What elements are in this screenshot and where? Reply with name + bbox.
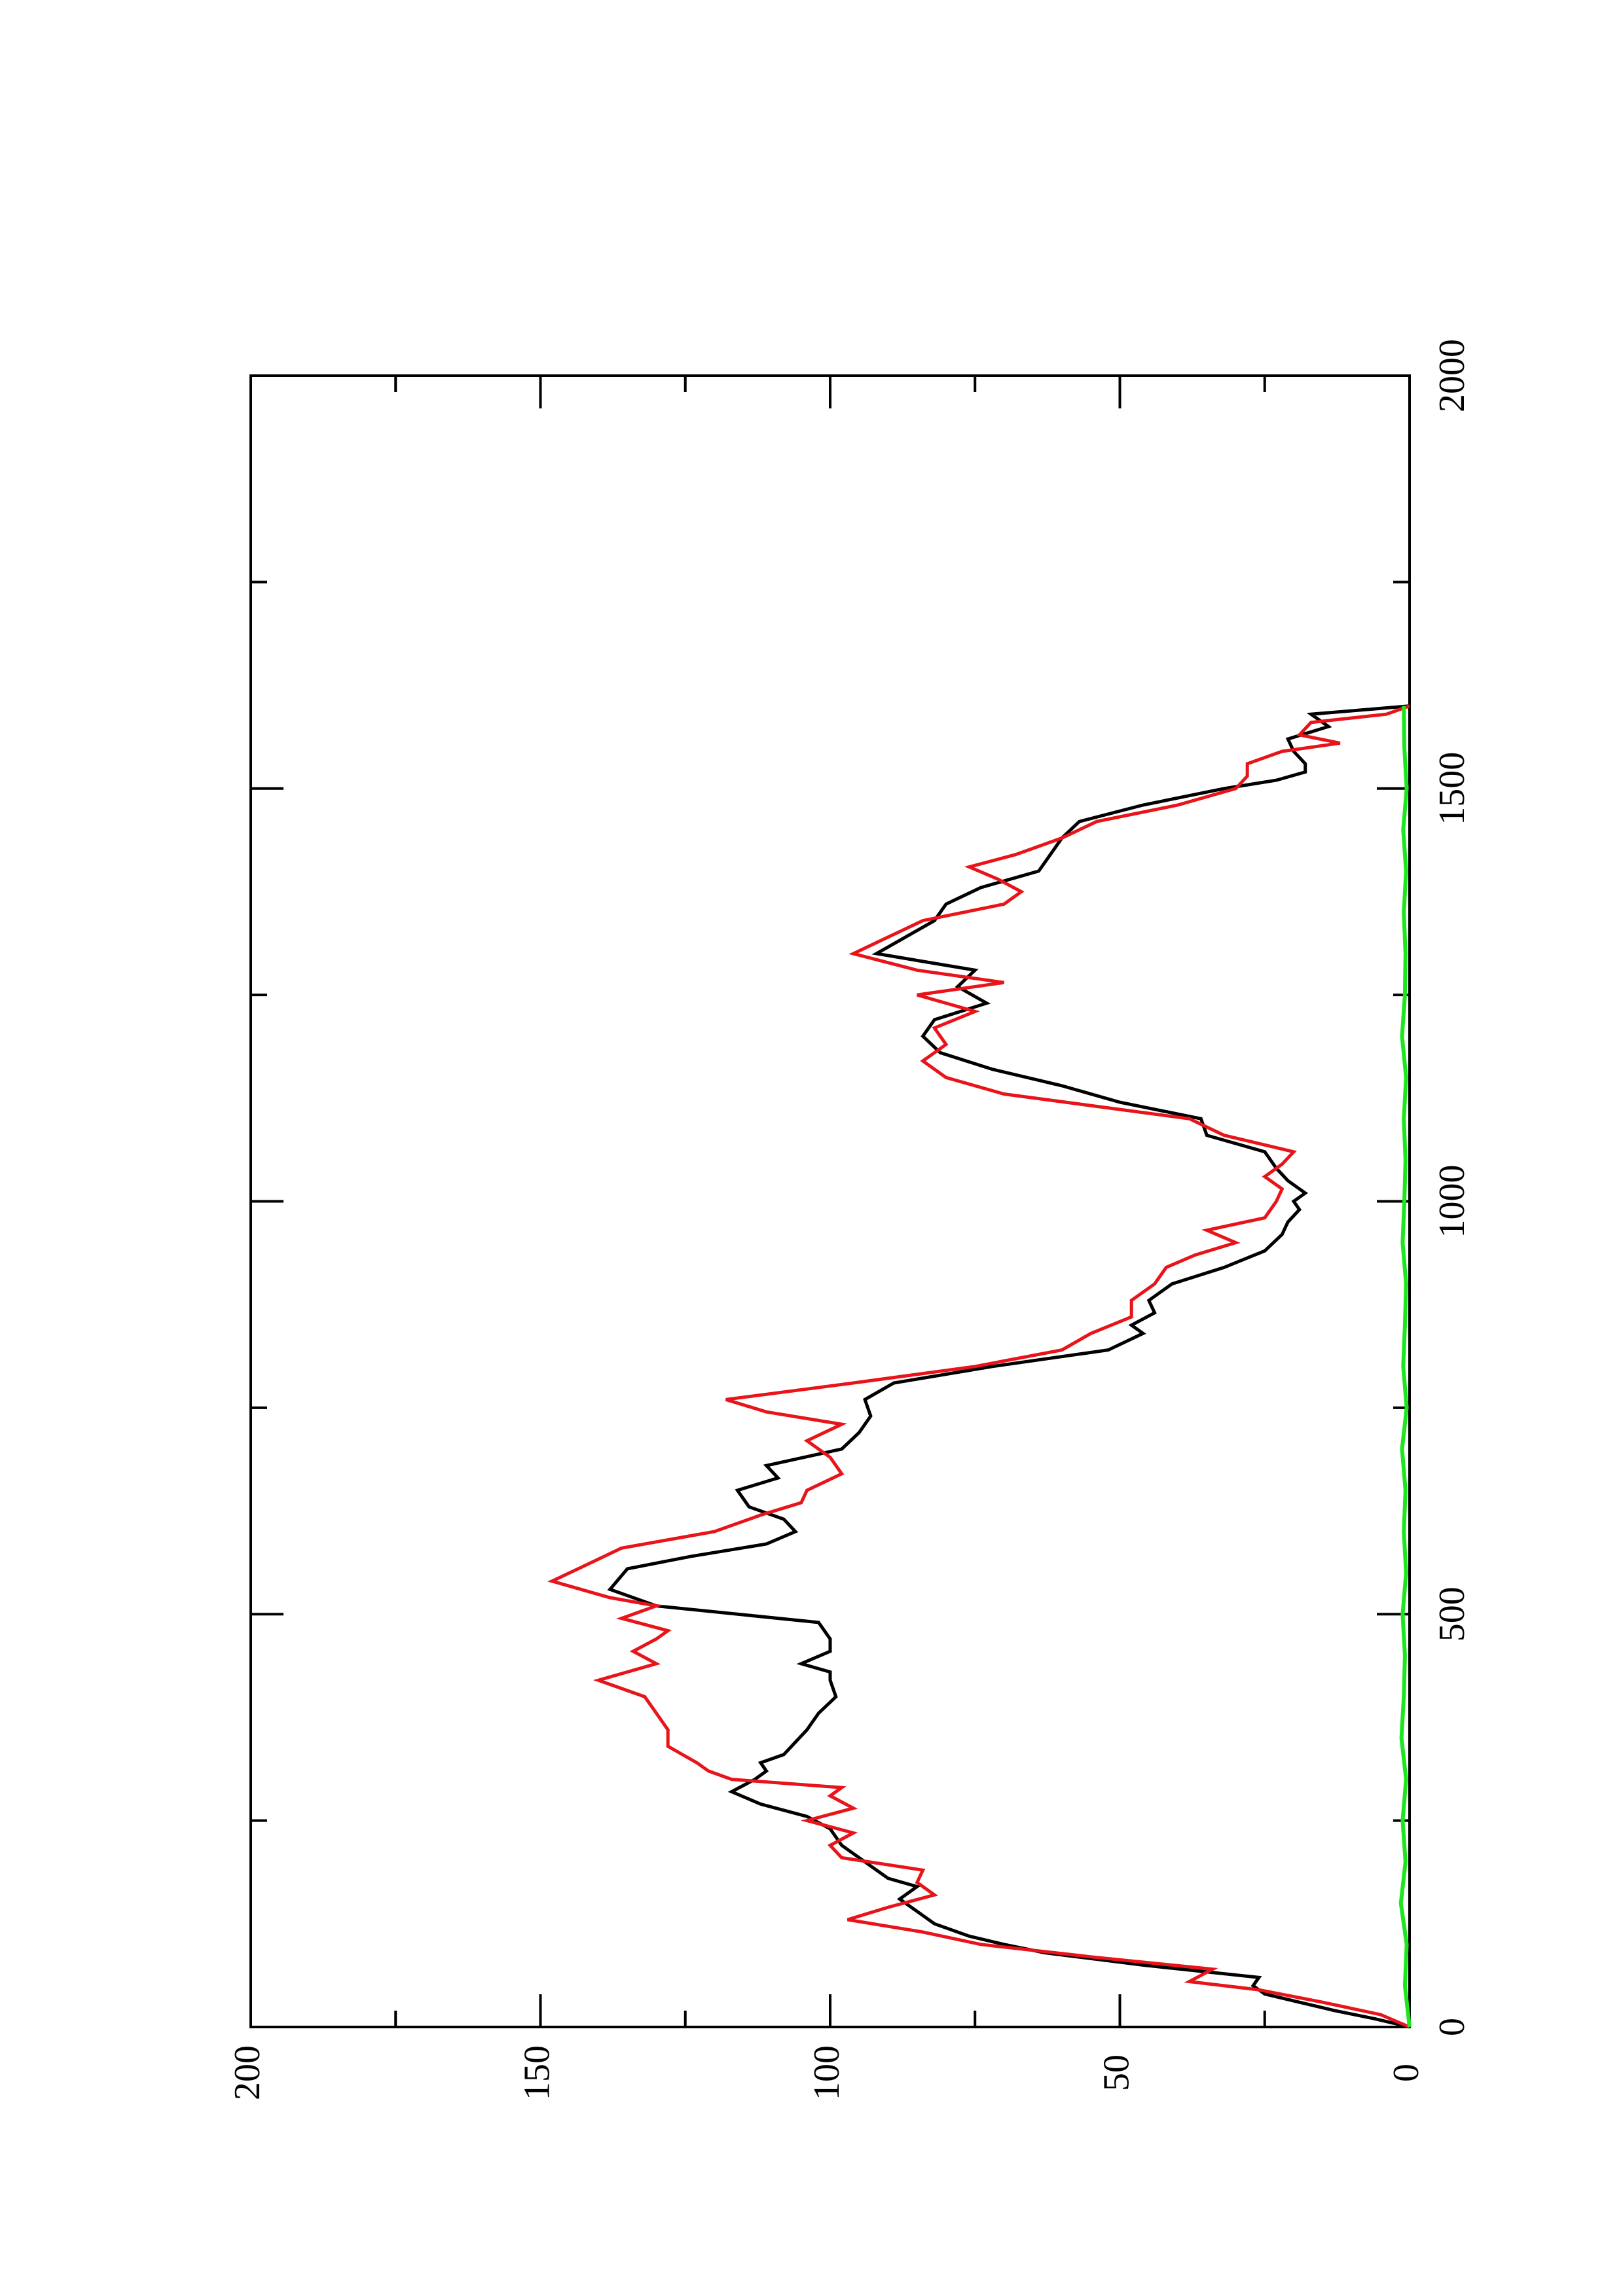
tick-labels: 0 500 1000 1500 2000 0 50 100 150 200 [227, 339, 1472, 2100]
axis-ticks [249, 374, 1411, 2028]
y-tick-label: 100 [807, 2045, 847, 2100]
y-tick-label: 0 [1386, 2064, 1427, 2082]
x-tick-label: 2000 [1432, 339, 1472, 412]
y-tick-label: 200 [227, 2045, 268, 2100]
series-lines [547, 704, 1412, 2029]
x-tick-label: 1500 [1432, 752, 1472, 825]
series-line-3 [1398, 706, 1412, 2028]
x-tick-label: 0 [1432, 2018, 1472, 2036]
y-tick-label: 150 [517, 2045, 557, 2100]
x-tick-label: 1000 [1432, 1165, 1472, 1238]
plot-frame [249, 374, 1411, 2028]
y-tick-label: 50 [1096, 2054, 1137, 2091]
series-line-2 [547, 704, 1410, 2029]
x-tick-label: 500 [1432, 1587, 1472, 1641]
series-line-1 [607, 704, 1410, 2029]
